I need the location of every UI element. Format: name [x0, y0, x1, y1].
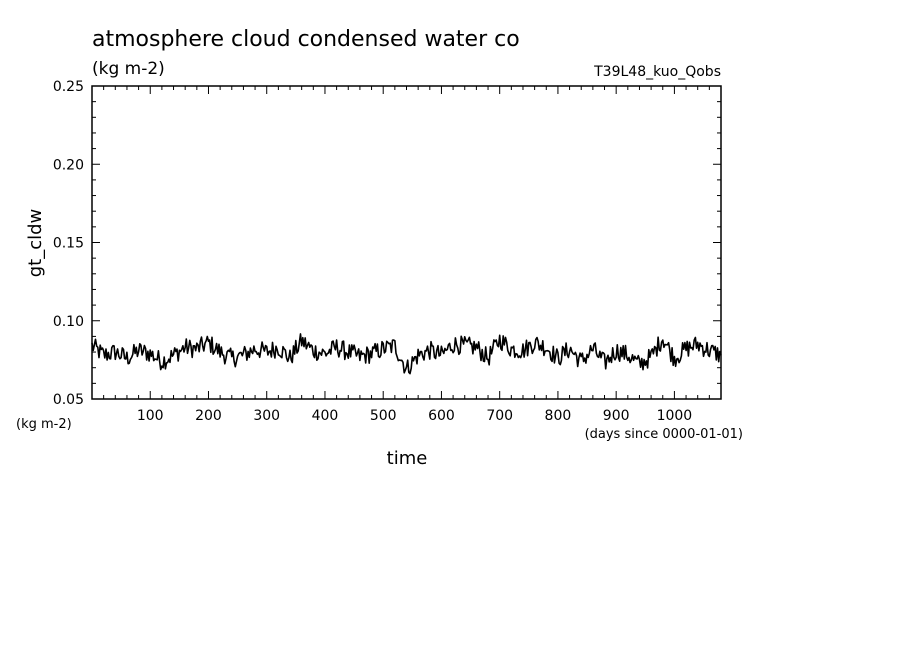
- y-tick-label: 0.15: [53, 236, 84, 252]
- y-axis-units: (kg m-2): [16, 417, 72, 432]
- x-tick-label: 700: [486, 408, 513, 424]
- x-tick-label: 100: [137, 408, 164, 424]
- x-tick-label: 600: [428, 408, 455, 424]
- x-tick-label: 400: [312, 408, 339, 424]
- x-axis-ticks: 100 200 300 400 500 600 700 800 900 1000: [103, 86, 710, 424]
- x-axis-units: (days since 0000-01-01): [585, 427, 743, 442]
- y-tick-label: 0.25: [53, 79, 84, 95]
- plot-frame: [91, 85, 722, 400]
- series-line-gt-cldw: [91, 333, 722, 375]
- x-tick-label: 800: [545, 408, 572, 424]
- y-tick-label: 0.05: [53, 392, 84, 408]
- chart-title: atmosphere cloud condensed water co: [92, 27, 520, 52]
- chart-units: (kg m-2): [92, 59, 165, 79]
- x-axis-label: time: [387, 448, 428, 469]
- y-axis-label: gt_cldw: [25, 209, 46, 278]
- x-tick-label: 500: [370, 408, 397, 424]
- x-tick-label: 900: [603, 408, 630, 424]
- y-axis-ticks: 0.05 0.10 0.15 0.20 0.25: [53, 79, 721, 408]
- y-tick-label: 0.10: [53, 314, 84, 330]
- run-label: T39L48_kuo_Qobs: [593, 64, 721, 80]
- y-tick-label: 0.20: [53, 157, 84, 173]
- x-tick-label: 200: [195, 408, 222, 424]
- x-tick-label: 300: [253, 408, 280, 424]
- x-tick-label: 1000: [657, 408, 693, 424]
